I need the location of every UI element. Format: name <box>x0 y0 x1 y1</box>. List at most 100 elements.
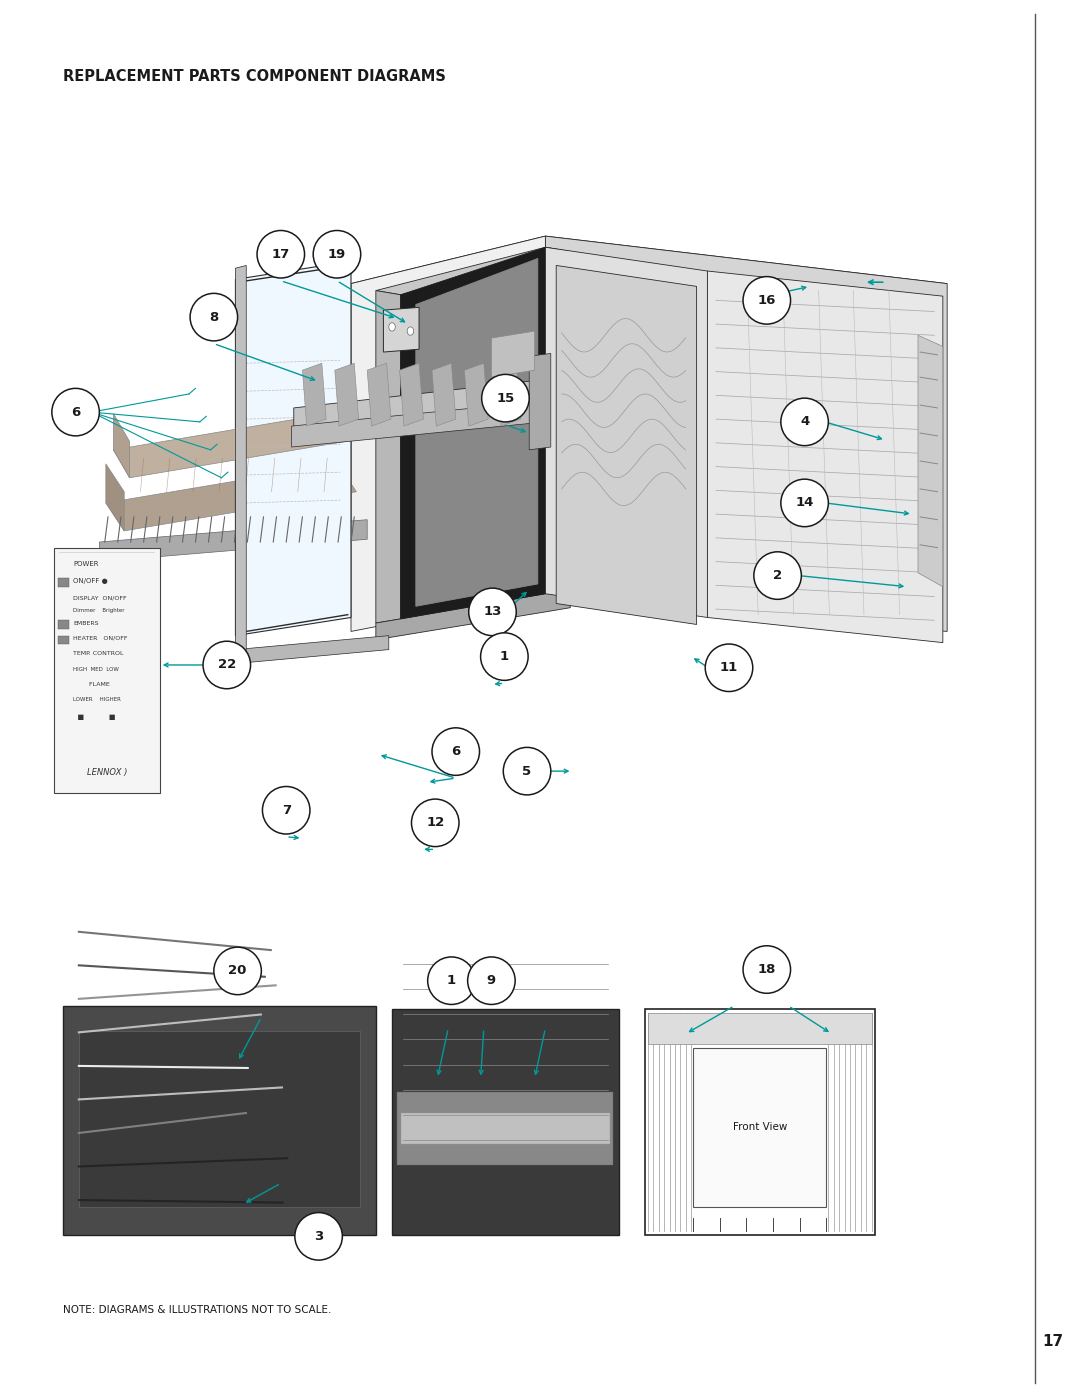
Polygon shape <box>376 590 570 640</box>
Text: 12: 12 <box>427 816 444 830</box>
Polygon shape <box>464 363 488 426</box>
Ellipse shape <box>52 388 99 436</box>
Ellipse shape <box>781 398 828 446</box>
Text: 7: 7 <box>282 803 291 817</box>
Ellipse shape <box>411 799 459 847</box>
Polygon shape <box>292 401 545 447</box>
Text: TEMP. CONTROL: TEMP. CONTROL <box>73 651 124 657</box>
Ellipse shape <box>482 374 529 422</box>
Polygon shape <box>918 335 943 587</box>
Ellipse shape <box>503 747 551 795</box>
Polygon shape <box>351 236 545 631</box>
Text: NOTE: DIAGRAMS & ILLUSTRATIONS NOT TO SCALE.: NOTE: DIAGRAMS & ILLUSTRATIONS NOT TO SC… <box>63 1305 330 1316</box>
Ellipse shape <box>481 633 528 680</box>
Ellipse shape <box>432 728 480 775</box>
Text: HEATER   ON/OFF: HEATER ON/OFF <box>73 636 127 641</box>
Polygon shape <box>397 1092 613 1165</box>
Text: 18: 18 <box>757 963 777 977</box>
Circle shape <box>407 327 414 335</box>
Text: 6: 6 <box>451 745 460 759</box>
Text: LENNOX ): LENNOX ) <box>86 768 127 777</box>
Polygon shape <box>545 247 707 617</box>
Text: 1: 1 <box>447 974 456 988</box>
Ellipse shape <box>214 947 261 995</box>
Text: 1: 1 <box>500 650 509 664</box>
Polygon shape <box>556 265 697 624</box>
Text: 15: 15 <box>497 391 514 405</box>
Polygon shape <box>645 1009 875 1235</box>
Polygon shape <box>545 247 570 594</box>
Ellipse shape <box>743 277 791 324</box>
Text: 4: 4 <box>800 415 809 429</box>
Text: Front View: Front View <box>732 1122 787 1133</box>
Polygon shape <box>113 414 346 478</box>
Polygon shape <box>54 548 160 793</box>
Text: 11: 11 <box>720 661 738 675</box>
Text: Dimmer    Brighter: Dimmer Brighter <box>73 608 125 613</box>
Polygon shape <box>400 363 423 426</box>
Ellipse shape <box>781 479 828 527</box>
Text: POWER: POWER <box>73 562 99 567</box>
Ellipse shape <box>743 946 791 993</box>
Polygon shape <box>416 258 538 606</box>
Ellipse shape <box>295 1213 342 1260</box>
Polygon shape <box>79 1031 360 1207</box>
Text: 6: 6 <box>71 405 80 419</box>
Text: REPLACEMENT PARTS COMPONENT DIAGRAMS: REPLACEMENT PARTS COMPONENT DIAGRAMS <box>63 68 446 84</box>
Text: FLAME: FLAME <box>73 682 110 687</box>
Polygon shape <box>367 363 391 426</box>
Ellipse shape <box>468 957 515 1004</box>
Text: 9: 9 <box>487 974 496 988</box>
Ellipse shape <box>754 552 801 599</box>
Polygon shape <box>106 464 356 531</box>
Text: DISPLAY  ON/OFF: DISPLAY ON/OFF <box>73 595 127 601</box>
Text: 3: 3 <box>314 1229 323 1243</box>
Ellipse shape <box>257 231 305 278</box>
Polygon shape <box>491 331 535 377</box>
Polygon shape <box>235 261 351 636</box>
Polygon shape <box>113 414 130 478</box>
Polygon shape <box>545 236 947 631</box>
Ellipse shape <box>313 231 361 278</box>
Bar <box>58 636 69 644</box>
Text: LOWER    HIGHER: LOWER HIGHER <box>73 697 121 703</box>
Polygon shape <box>235 265 246 657</box>
Polygon shape <box>376 291 401 623</box>
Polygon shape <box>529 353 551 450</box>
Polygon shape <box>432 363 456 426</box>
Bar <box>58 620 69 629</box>
Text: 16: 16 <box>757 293 777 307</box>
Ellipse shape <box>428 957 475 1004</box>
Text: 14: 14 <box>795 496 814 510</box>
Polygon shape <box>294 380 540 436</box>
Text: 2: 2 <box>773 569 782 583</box>
Text: 17: 17 <box>1042 1334 1064 1348</box>
Text: 8: 8 <box>210 310 218 324</box>
Text: 5: 5 <box>523 764 531 778</box>
Polygon shape <box>99 520 367 562</box>
Ellipse shape <box>705 644 753 692</box>
Polygon shape <box>376 247 570 295</box>
Polygon shape <box>693 1048 826 1207</box>
Polygon shape <box>383 307 419 352</box>
Text: 22: 22 <box>218 658 235 672</box>
Polygon shape <box>648 1013 872 1044</box>
Ellipse shape <box>262 787 310 834</box>
Bar <box>58 578 69 587</box>
Text: 20: 20 <box>228 964 247 978</box>
Polygon shape <box>106 464 124 531</box>
Text: 17: 17 <box>272 247 289 261</box>
Circle shape <box>389 323 395 331</box>
Polygon shape <box>63 1006 376 1235</box>
Text: 13: 13 <box>483 605 502 619</box>
Ellipse shape <box>469 588 516 636</box>
Polygon shape <box>351 236 947 331</box>
Polygon shape <box>302 363 326 426</box>
Ellipse shape <box>190 293 238 341</box>
Text: ■           ■: ■ ■ <box>73 714 116 719</box>
Polygon shape <box>401 1113 610 1144</box>
Text: ON/OFF ●: ON/OFF ● <box>73 578 108 584</box>
Text: 19: 19 <box>328 247 346 261</box>
Ellipse shape <box>203 641 251 689</box>
Polygon shape <box>707 271 943 643</box>
